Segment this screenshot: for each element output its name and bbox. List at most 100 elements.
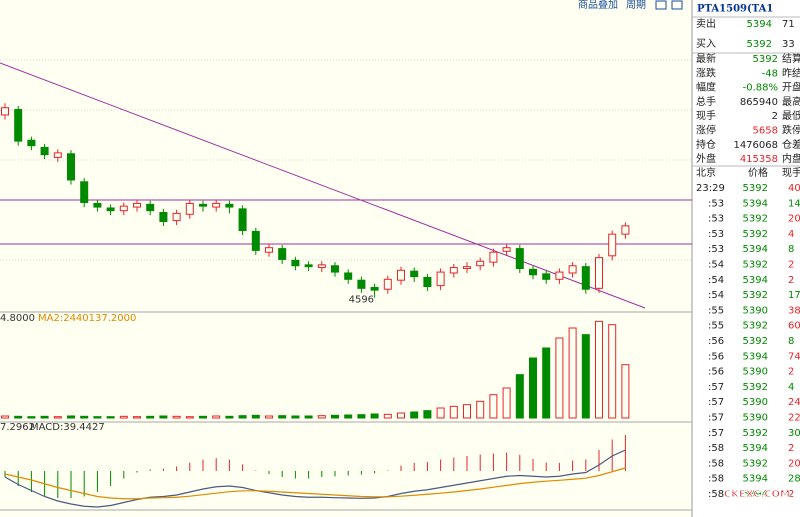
- volume-bar: [502, 387, 511, 419]
- tick-volume: 2: [788, 275, 794, 286]
- volume-bar: [317, 415, 326, 419]
- volume-bar: [515, 374, 524, 419]
- candle-body: [159, 211, 168, 223]
- stat-label: 总手: [696, 95, 716, 108]
- tick-price: 5394: [743, 198, 768, 209]
- stat-label: 最低: [782, 109, 800, 122]
- grid: [0, 59, 692, 511]
- volume-bar: [608, 324, 617, 419]
- candle-body: [265, 247, 273, 253]
- tick-price: 5392: [743, 382, 768, 393]
- tick-volume: 28: [788, 474, 800, 485]
- candle-body: [80, 181, 89, 204]
- candle-body: [199, 203, 207, 207]
- volume-bar: [1, 415, 9, 419]
- tick-volume: 40: [788, 183, 800, 194]
- stat-label: 结算: [782, 52, 800, 65]
- volume-bar: [225, 415, 234, 419]
- tick-time: :53: [708, 229, 724, 240]
- tick-price: 5394: [743, 443, 768, 454]
- ticks-header: 北京: [696, 166, 716, 179]
- tick-volume: 2: [788, 367, 794, 378]
- stat-value: 865940: [740, 97, 778, 108]
- tick-volume: 38: [788, 305, 800, 316]
- volume-bar: [568, 327, 577, 419]
- candle-body: [119, 205, 128, 212]
- book-price: 5394: [747, 19, 772, 30]
- candle-body: [568, 265, 577, 274]
- volume-bar: [331, 414, 339, 419]
- candle-body: [251, 230, 260, 251]
- tick-time: :58: [708, 443, 724, 454]
- tick-time: :53: [708, 198, 724, 209]
- tick-volume: 20: [788, 214, 800, 225]
- stat-value: -0.88%: [743, 83, 778, 94]
- candle-body: [14, 109, 23, 142]
- zoom-in-button[interactable]: [655, 0, 667, 10]
- tick-volume: 30: [788, 428, 800, 439]
- tick-volume: 4: [788, 382, 794, 393]
- volume-bar: [119, 415, 128, 419]
- stat-label: 涨跌: [696, 66, 716, 79]
- period-button[interactable]: 周期: [626, 0, 646, 11]
- stat-label: 开盘: [782, 81, 800, 94]
- tick-price: 5392: [743, 458, 768, 469]
- volume-bar: [212, 415, 221, 419]
- stat-label: 幅度: [696, 81, 716, 94]
- tick-time: :55: [708, 305, 724, 316]
- stat-label: 最高: [782, 95, 800, 108]
- zoom-out-button[interactable]: [671, 0, 683, 10]
- tick-time: :55: [708, 321, 724, 332]
- candle-body: [1, 107, 9, 116]
- tick-time: :56: [708, 351, 724, 362]
- volume-bar: [185, 416, 194, 419]
- candle-body: [581, 266, 590, 290]
- candle-body: [133, 202, 141, 208]
- volume-ma-label: MA2:2440137.2000: [38, 313, 136, 324]
- candle-body: [317, 264, 326, 269]
- volume-bar: [106, 416, 115, 419]
- volume-bar: [555, 337, 564, 419]
- volume-bar: [357, 414, 366, 419]
- stat-value: -48: [762, 68, 778, 79]
- candle-body: [529, 268, 537, 276]
- stat-label: 最新: [696, 52, 716, 65]
- tick-volume: 24: [788, 397, 800, 408]
- tick-volume: 2: [788, 489, 794, 500]
- tick-time: :56: [708, 336, 724, 347]
- book-volume: 71: [782, 19, 795, 30]
- stat-label: 仓差: [782, 138, 800, 151]
- tick-price: 5392: [743, 229, 768, 240]
- stat-label: 外盘: [696, 152, 716, 165]
- candle-body: [93, 202, 102, 208]
- watermark: CKEXC.COM: [724, 489, 790, 500]
- volume-bar: [265, 415, 273, 419]
- candle-body: [225, 203, 234, 208]
- volume-bar: [423, 410, 432, 419]
- tick-price: 5394: [743, 351, 768, 362]
- stat-value: 5392: [753, 54, 778, 65]
- candle-body: [449, 267, 458, 274]
- volume-bar: [93, 416, 102, 419]
- tick-price: 5394: [743, 489, 768, 500]
- candle-body: [397, 269, 405, 281]
- tick-time: :57: [708, 382, 724, 393]
- book-price: 5392: [747, 39, 772, 50]
- tick-time: :54: [708, 275, 724, 286]
- book-volume: 33: [782, 39, 795, 50]
- volume-bar: [80, 415, 89, 419]
- volume-bar: [291, 415, 300, 419]
- stat-label: 涨停: [696, 124, 716, 137]
- overlay-button[interactable]: 商品叠加: [578, 0, 618, 11]
- volume-bar: [238, 415, 247, 419]
- stat-value: 5658: [753, 126, 778, 137]
- volume-bar: [410, 411, 419, 419]
- tick-price: 5392: [743, 183, 768, 194]
- tick-time: :58: [708, 489, 724, 500]
- panel-bg: [692, 0, 800, 517]
- stat-label: 现手: [696, 109, 716, 122]
- candle-body: [515, 248, 524, 269]
- volume-bar: [621, 364, 630, 419]
- contract-title: PTA1509(TA1: [697, 4, 773, 15]
- low-label: 4596: [349, 295, 374, 306]
